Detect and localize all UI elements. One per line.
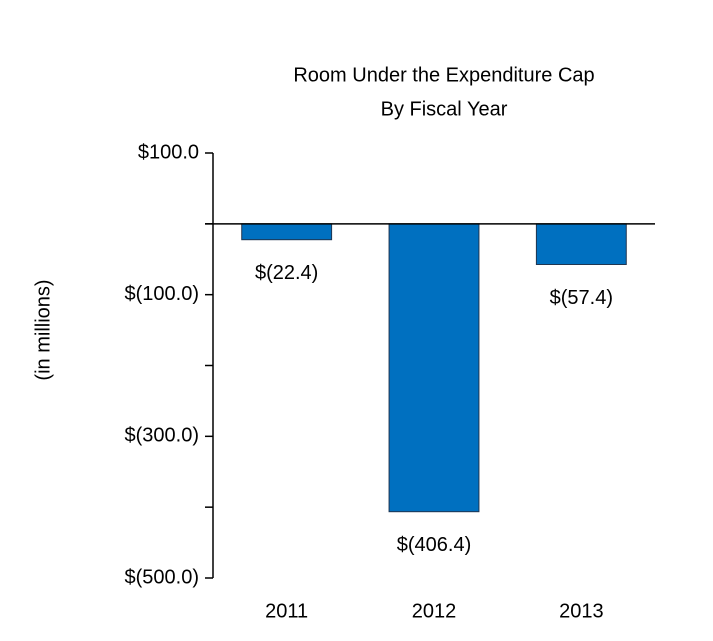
y-tick-label: $(100.0) [125, 283, 200, 305]
bar [535, 223, 627, 265]
x-tick-label: 2013 [559, 600, 604, 622]
chart-subtitle: By Fiscal Year [381, 98, 508, 120]
y-axis-label: (in millions) [32, 279, 54, 380]
data-label: $(406.4) [397, 534, 472, 556]
chart-title: Room Under the Expenditure Cap [293, 64, 594, 86]
x-tick-label: 2012 [412, 600, 457, 622]
data-label: $(22.4) [255, 262, 318, 284]
y-tick-label: $(500.0) [125, 566, 200, 588]
x-tick-label: 2011 [265, 600, 308, 622]
bar [388, 223, 480, 513]
bar [241, 223, 333, 241]
y-tick-label: $(300.0) [125, 425, 200, 447]
y-tick-label: $100.0 [138, 141, 199, 163]
data-label: $(57.4) [550, 287, 613, 309]
